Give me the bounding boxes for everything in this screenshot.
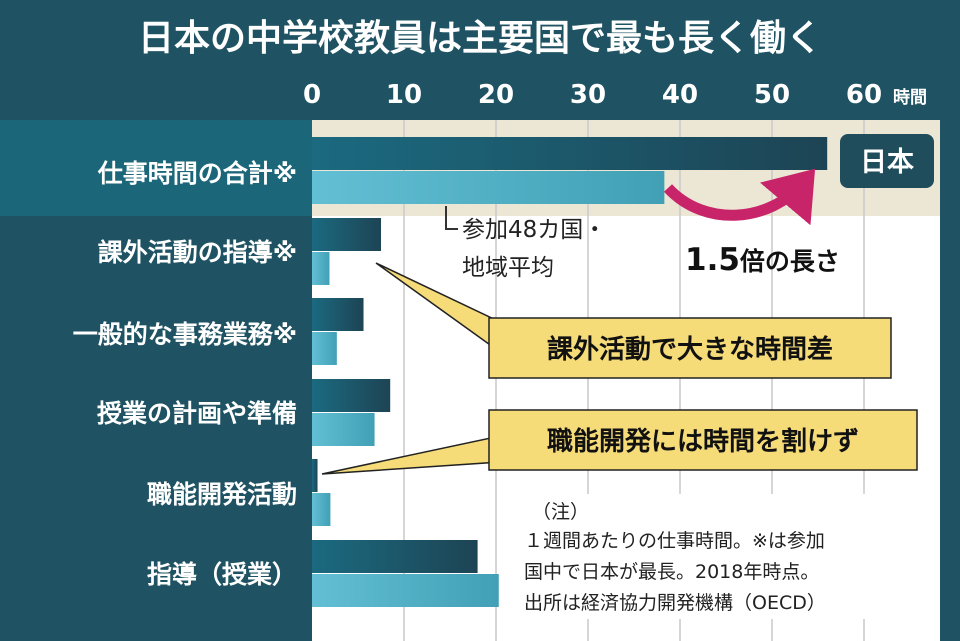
bars [312,137,828,607]
callout-extracurricular [488,317,892,379]
average-label-line1: 参加48カ国・ [462,217,606,243]
callout-development-join [498,437,502,461]
bar-average [312,171,665,204]
note-line-3: 出所は経済協力開発機構（OECD） [524,592,826,614]
bar-japan [312,137,828,170]
x-tick-label: 50 [754,80,790,110]
note-box [518,494,938,619]
ratio-value: 1.5 [685,242,740,278]
bar-average [312,574,499,607]
bar-average [312,252,330,285]
x-axis-unit: 時間 [893,87,927,108]
bar-average [312,413,375,446]
average-label-line2: 地域平均 [462,255,554,281]
x-tick-label: 20 [478,80,514,110]
callout-extracurricular-text: 課外活動で大きな時間差 [547,334,833,365]
x-tick-label: 10 [386,80,422,110]
x-tick-label: 30 [570,80,606,110]
callout-extracurricular-join [498,323,502,349]
bar-japan [312,298,364,331]
category-label: 一般的な事務業務※ [73,320,297,349]
category-label: 指導（授業） [147,560,297,589]
ratio-suffix: 倍の長さ [740,247,840,276]
x-tick-label: 40 [662,80,698,110]
bar-japan [312,379,391,412]
x-tick-label: 0 [303,80,321,110]
callout-development [488,409,918,471]
bar-average [312,493,331,526]
x-tick-label: 60 [846,80,882,110]
note-line-1: １週間あたりの仕事時間。※は参加 [524,530,825,552]
category-label: 職能開発活動 [147,480,297,509]
total-label-band [0,120,312,216]
bar-average [312,332,337,365]
chart-title: 日本の中学校教員は主要国で最も長く働く [138,17,822,59]
bar-japan [312,459,318,492]
note-line-2: 国中で日本が最長。2018年時点。 [524,561,819,583]
x-axis-ticks: 0 10 20 30 40 50 60 [303,80,882,110]
average-label-bracket [445,206,458,230]
japan-tag [840,134,934,188]
category-label: 課外活動の指導※ [98,238,297,267]
note-heading: （注） [532,501,589,523]
bar-japan [312,540,478,573]
bar-japan [312,218,381,251]
japan-tag-label: 日本 [860,147,914,178]
category-label: 仕事時間の合計※ [97,159,297,188]
category-label: 授業の計画や準備 [97,399,297,428]
ratio-arrow [663,168,816,226]
category-labels: 仕事時間の合計※ 課外活動の指導※ 一般的な事務業務※ 授業の計画や準備職能開発活動指… [73,159,297,589]
ratio-label: 1.5倍の長さ [685,242,840,278]
callout-development-text: 職能開発には時間を割けず [547,426,859,457]
